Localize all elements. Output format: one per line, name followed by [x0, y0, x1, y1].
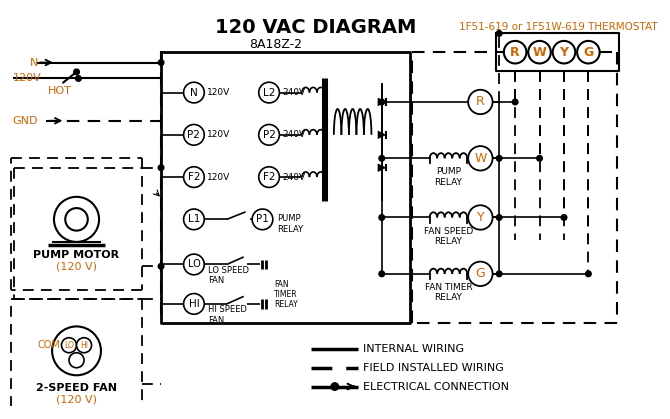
Text: (120 V): (120 V): [56, 261, 97, 272]
Circle shape: [52, 326, 101, 375]
Circle shape: [69, 353, 84, 368]
Text: LO SPEED
FAN: LO SPEED FAN: [208, 266, 249, 285]
Circle shape: [252, 209, 273, 230]
Text: FAN TIMER
RELAY: FAN TIMER RELAY: [425, 283, 472, 303]
Text: 1F51-619 or 1F51W-619 THERMOSTAT: 1F51-619 or 1F51W-619 THERMOSTAT: [458, 22, 657, 32]
Text: COM: COM: [37, 340, 60, 350]
Text: 120V: 120V: [207, 88, 230, 97]
Text: F2: F2: [188, 172, 200, 182]
Circle shape: [259, 82, 279, 103]
Circle shape: [468, 146, 492, 171]
Text: G: G: [584, 46, 594, 59]
Polygon shape: [378, 131, 385, 139]
Circle shape: [528, 41, 551, 63]
Circle shape: [379, 271, 385, 277]
Circle shape: [468, 205, 492, 230]
Circle shape: [76, 76, 81, 81]
Text: 240V: 240V: [282, 88, 306, 97]
Text: W: W: [533, 46, 547, 59]
Circle shape: [379, 99, 385, 105]
Circle shape: [158, 59, 164, 65]
Circle shape: [496, 271, 502, 277]
Text: PUMP
RELAY: PUMP RELAY: [435, 168, 462, 187]
Text: PUMP MOTOR: PUMP MOTOR: [34, 250, 119, 260]
Circle shape: [496, 215, 502, 220]
Text: Y: Y: [476, 211, 484, 224]
Text: L1: L1: [188, 215, 200, 224]
Text: 120 VAC DIAGRAM: 120 VAC DIAGRAM: [215, 18, 417, 37]
Circle shape: [184, 254, 204, 275]
Circle shape: [54, 197, 99, 242]
Circle shape: [561, 215, 567, 220]
Circle shape: [504, 41, 527, 63]
Text: INTERNAL WIRING: INTERNAL WIRING: [363, 344, 464, 354]
Circle shape: [76, 338, 92, 353]
Circle shape: [379, 215, 385, 220]
Polygon shape: [378, 164, 385, 171]
Text: LO: LO: [188, 259, 200, 269]
Text: 120V: 120V: [207, 173, 230, 181]
Text: 120V: 120V: [13, 73, 42, 83]
Circle shape: [496, 155, 502, 161]
Text: R: R: [511, 46, 520, 59]
Text: R: R: [476, 96, 485, 109]
Circle shape: [379, 155, 385, 161]
Circle shape: [184, 124, 204, 145]
Text: P1: P1: [256, 215, 269, 224]
Circle shape: [74, 69, 79, 75]
Circle shape: [158, 264, 164, 269]
Text: 8A18Z-2: 8A18Z-2: [250, 38, 303, 51]
Circle shape: [184, 167, 204, 187]
Text: FIELD INSTALLED WIRING: FIELD INSTALLED WIRING: [363, 363, 504, 373]
Circle shape: [468, 90, 492, 114]
Text: FAN
TIMER
RELAY: FAN TIMER RELAY: [274, 279, 297, 309]
Text: L2: L2: [263, 88, 275, 98]
Circle shape: [331, 383, 338, 390]
Circle shape: [577, 41, 600, 63]
Circle shape: [513, 99, 518, 105]
Text: G: G: [476, 267, 485, 280]
Text: GND: GND: [13, 116, 38, 126]
Text: ELECTRICAL CONNECTION: ELECTRICAL CONNECTION: [363, 382, 509, 391]
Circle shape: [158, 165, 164, 171]
Text: HI: HI: [80, 341, 88, 350]
Circle shape: [553, 41, 576, 63]
Text: N: N: [29, 57, 38, 67]
Text: W: W: [474, 152, 486, 165]
Circle shape: [65, 208, 88, 230]
Text: (120 V): (120 V): [56, 395, 97, 405]
Text: 240V: 240V: [282, 173, 306, 181]
Circle shape: [184, 209, 204, 230]
Text: FAN SPEED
RELAY: FAN SPEED RELAY: [424, 227, 473, 246]
Text: N: N: [190, 88, 198, 98]
Text: P2: P2: [263, 130, 275, 140]
Circle shape: [468, 261, 492, 286]
Text: F2: F2: [263, 172, 275, 182]
Text: 240V: 240V: [282, 130, 306, 140]
Text: HI: HI: [188, 299, 199, 309]
Circle shape: [259, 124, 279, 145]
Text: 2-SPEED FAN: 2-SPEED FAN: [36, 383, 117, 393]
Circle shape: [259, 167, 279, 187]
Circle shape: [496, 31, 502, 36]
Circle shape: [184, 294, 204, 314]
Text: HOT: HOT: [48, 86, 72, 96]
Polygon shape: [378, 98, 385, 106]
Circle shape: [62, 338, 76, 353]
Text: HI SPEED
FAN: HI SPEED FAN: [208, 305, 247, 325]
Circle shape: [586, 271, 591, 277]
Circle shape: [184, 82, 204, 103]
Text: LO: LO: [64, 341, 74, 350]
Text: Y: Y: [559, 46, 568, 59]
Text: 120V: 120V: [207, 130, 230, 140]
Text: PUMP
RELAY: PUMP RELAY: [277, 215, 304, 234]
Circle shape: [537, 155, 542, 161]
Text: P2: P2: [188, 130, 200, 140]
